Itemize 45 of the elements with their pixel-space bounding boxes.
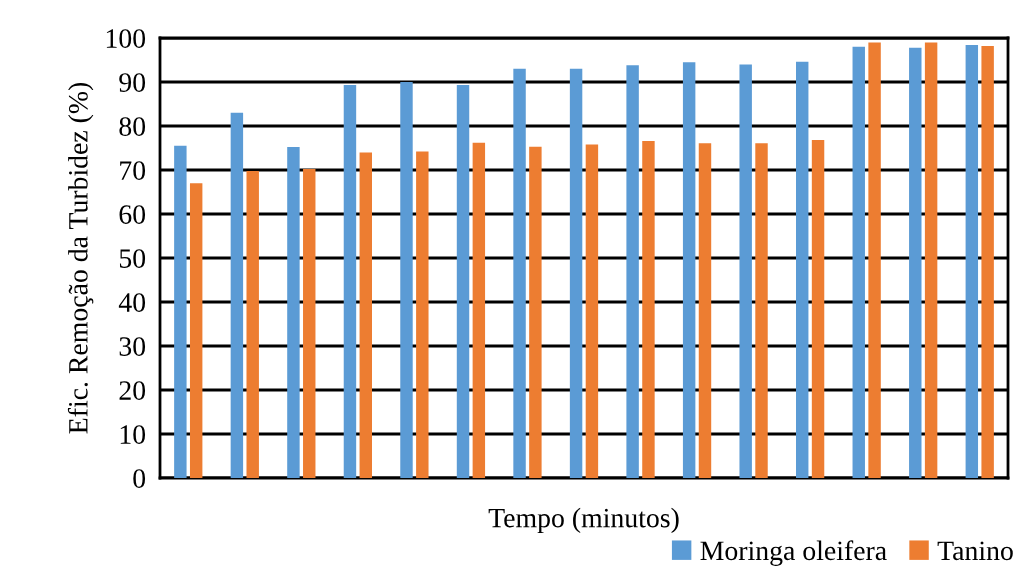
legend-label: Tanino [937,541,1013,561]
y-tick-label: 40 [118,293,146,312]
bar [698,143,712,478]
y-tick-label: 80 [119,117,146,136]
y-tick-label: 90 [119,73,146,92]
bar [174,145,187,478]
bar [456,85,470,478]
y-tick-label: 30 [119,337,146,356]
y-tick-label: 100 [106,29,146,48]
bar [811,140,825,478]
bar [569,68,583,478]
bar [909,47,922,478]
bar [472,142,486,478]
y-tick-label: 20 [119,381,146,400]
bar [513,68,526,478]
y-tick-label: 50 [119,249,146,268]
bar [230,112,244,478]
bar [642,140,655,478]
bar [965,45,979,478]
bar [739,64,752,478]
bar [400,82,413,478]
bar [416,151,429,478]
bar [343,85,357,478]
bar [585,144,599,478]
bar [529,146,542,478]
y-tick-label: 0 [133,469,146,488]
y-tick-label: 70 [120,161,146,180]
bar [303,169,316,478]
bar [981,45,994,478]
bar [626,65,639,478]
x-axis-title: Tempo (minutos) [488,507,679,534]
bar [924,42,938,478]
bar [682,62,696,478]
y-axis-title: Efic. Remoção da Turbidez (%) [67,82,94,434]
bar [755,143,768,478]
y-tick-label: 10 [120,425,146,444]
legend-label: Moringa oleifera [700,540,887,566]
bar [246,170,259,478]
bar [189,183,203,478]
y-tick-label: 60 [119,205,146,224]
bar [359,152,372,478]
bar [796,61,809,478]
bar [287,147,300,478]
bar [868,42,881,478]
bar [852,46,865,478]
